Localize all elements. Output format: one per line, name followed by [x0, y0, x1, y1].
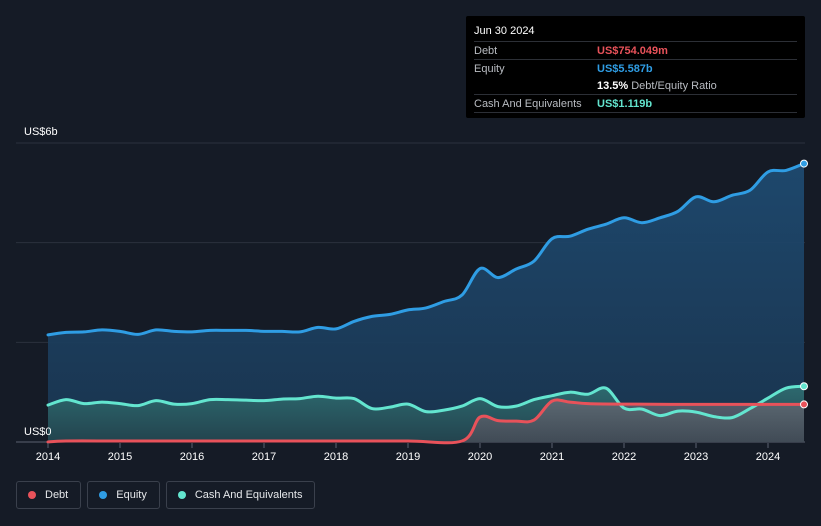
tooltip-row-cash: Cash And Equivalents US$1.119b	[474, 95, 797, 113]
equity-line	[46, 162, 806, 337]
tooltip-equity-label: Equity	[474, 63, 505, 75]
x-tick-label: 2022	[612, 451, 636, 463]
tooltip-debt-label: Debt	[474, 45, 498, 57]
tooltip-row-debt: Debt US$754.049m	[474, 42, 797, 60]
legend-label-debt: Debt	[45, 489, 69, 501]
x-tick-label: 2016	[180, 451, 204, 463]
tooltip-ratio-value: 13.5%	[597, 80, 629, 92]
x-tick-label: 2020	[468, 451, 492, 463]
x-tick-label: 2021	[540, 451, 564, 463]
series-lines	[46, 162, 806, 445]
x-tick-label: 2018	[324, 451, 348, 463]
y-axis-max-label: US$6b	[24, 126, 58, 138]
equity-end-marker	[800, 159, 808, 168]
x-tick-label: 2015	[108, 451, 132, 463]
legend-item-debt[interactable]: Debt	[16, 481, 82, 509]
tooltip-date: Jun 30 2024	[474, 24, 797, 42]
legend-label-equity: Equity	[116, 489, 147, 501]
x-tick-label: 2014	[36, 451, 60, 463]
equity-area	[48, 163, 804, 442]
chart-legend: Debt Equity Cash And Equivalents	[16, 481, 316, 509]
cash-and-equivalents-end-marker	[800, 382, 808, 391]
tooltip-row-ratio: 13.5% Debt/Equity Ratio	[474, 77, 797, 95]
x-tick-label: 2017	[252, 451, 276, 463]
x-tick-label: 2019	[396, 451, 420, 463]
x-tick-label: 2023	[684, 451, 708, 463]
tooltip-equity-value: US$5.587b	[597, 63, 653, 75]
tooltip-debt-value: US$754.049m	[597, 45, 668, 57]
tooltip-row-equity: Equity US$5.587b	[474, 60, 797, 77]
legend-dot-cash-icon	[177, 491, 186, 499]
legend-dot-debt-icon	[28, 491, 36, 499]
legend-label-cash: Cash And Equivalents	[194, 489, 303, 501]
tooltip-ratio-label: Debt/Equity Ratio	[631, 80, 717, 92]
debt-area	[48, 399, 804, 443]
debt-end-marker	[800, 400, 808, 409]
series-endpoints	[800, 159, 808, 409]
legend-item-cash[interactable]: Cash And Equivalents	[165, 481, 316, 509]
tooltip-cash-value: US$1.119b	[597, 98, 653, 110]
legend-dot-equity-icon	[99, 491, 108, 499]
tooltip-panel: Jun 30 2024 Debt US$754.049m Equity US$5…	[466, 16, 805, 118]
y-axis-min-label: US$0	[24, 426, 52, 438]
legend-item-equity[interactable]: Equity	[87, 481, 160, 509]
tooltip-cash-label: Cash And Equivalents	[474, 98, 582, 110]
x-axis-ticks: 2014 2015 2016 2017 2018 2019 2020 2021 2022 2023…	[36, 443, 780, 463]
debt-line	[46, 398, 806, 445]
cash-and-equivalents-line	[46, 384, 806, 420]
x-tick-label: 2024	[756, 451, 780, 463]
